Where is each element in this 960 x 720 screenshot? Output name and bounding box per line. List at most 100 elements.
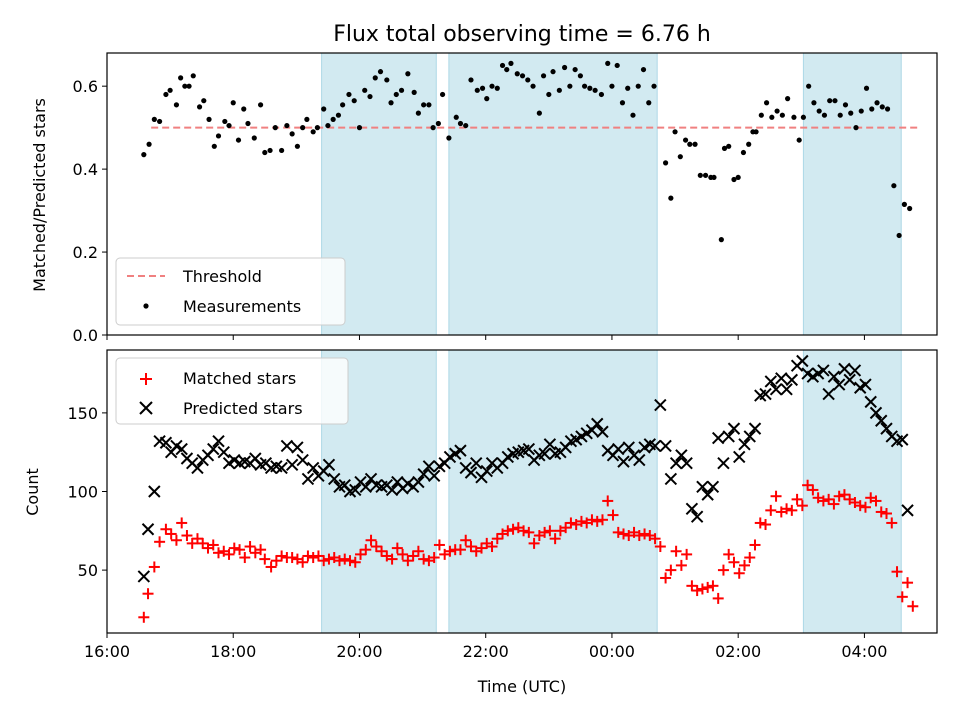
- predicted-point-b: [249, 452, 262, 465]
- measurement-point: [310, 129, 316, 135]
- predicted-point-b: [391, 475, 404, 489]
- measurement-point: [662, 160, 669, 166]
- measurement-point: [494, 85, 500, 91]
- measurement-point: [619, 100, 626, 106]
- measurement-point: [896, 232, 902, 239]
- matched-point: [197, 537, 209, 549]
- predicted-point-b: [422, 460, 436, 473]
- matched-point: [302, 550, 314, 562]
- predicted-point-b: [170, 439, 183, 453]
- matched-point: [886, 517, 898, 529]
- measurement-point: [405, 71, 411, 77]
- matched-point: [297, 556, 309, 568]
- shaded-interval-3: [802, 349, 902, 634]
- measurement-point: [430, 125, 436, 131]
- matched-point: [707, 580, 719, 592]
- shaded-interval-3: [802, 52, 902, 336]
- measurement-point: [753, 129, 759, 135]
- measurement-point: [314, 125, 320, 131]
- predicted-point-b: [817, 364, 830, 377]
- predicted-point-b: [859, 378, 872, 391]
- matched-point: [781, 503, 793, 515]
- matched-point: [491, 533, 503, 545]
- matched-point: [228, 542, 240, 554]
- measurement-point: [262, 149, 268, 156]
- measurement-point: [609, 83, 615, 89]
- matched-point: [612, 526, 624, 538]
- measurement-point: [605, 60, 611, 66]
- measurement-point: [907, 205, 913, 212]
- predicted-point: [349, 483, 362, 497]
- predicted-point-b: [648, 439, 662, 453]
- predicted-point-b: [306, 461, 320, 475]
- predicted-point: [817, 364, 830, 377]
- matched-point: [859, 501, 871, 513]
- matched-point: [355, 548, 367, 560]
- predicted-point-b: [701, 488, 714, 501]
- predicted-point-b: [675, 449, 688, 462]
- measurement-point: [646, 100, 652, 106]
- matched-point: [307, 552, 319, 564]
- measurement-point: [837, 112, 843, 118]
- matched-point: [549, 533, 561, 545]
- measurement-point: [758, 112, 764, 118]
- matched-point: [142, 588, 154, 600]
- predicted-point: [275, 461, 288, 475]
- measurement-point: [251, 135, 257, 141]
- measurement-point: [672, 129, 678, 135]
- matched-point: [523, 526, 535, 538]
- matched-point: [213, 547, 225, 559]
- matched-point: [191, 533, 203, 545]
- x-axis-label: Time (UTC): [477, 677, 566, 696]
- figure-title: Flux total observing time = 6.76 h: [333, 22, 711, 47]
- predicted-point-b: [228, 453, 241, 467]
- matched-legend-label: Matched stars: [183, 369, 296, 388]
- measurement-points: [141, 60, 913, 243]
- matched-point: [391, 542, 403, 554]
- measurement-point: [581, 83, 588, 89]
- predicted-point: [427, 469, 441, 482]
- predicted-point-b: [633, 453, 646, 467]
- measurement-point: [567, 83, 573, 89]
- measurement-point: [156, 118, 163, 125]
- matched-point: [148, 561, 160, 573]
- predicted-point: [322, 458, 336, 471]
- matched-point: [138, 611, 150, 623]
- matched-point: [618, 528, 630, 540]
- measurement-point: [530, 83, 536, 89]
- predicted-point-b: [901, 504, 914, 517]
- matched-point: [665, 564, 677, 576]
- measurement-point: [173, 102, 180, 108]
- measurement-point: [321, 106, 327, 112]
- measurement-point: [346, 91, 352, 98]
- predicted-point-b: [191, 461, 204, 475]
- measurement-point: [848, 110, 854, 116]
- x-tick-label: 20:00: [336, 642, 382, 661]
- measurement-point: [230, 100, 236, 106]
- measurement-point: [635, 83, 641, 89]
- measurement-point: [735, 174, 741, 181]
- predicted-point-b: [664, 472, 678, 486]
- measurement-point: [294, 143, 301, 149]
- predicted-point-b: [159, 436, 173, 449]
- predicted-point: [832, 378, 846, 391]
- measurement-point: [550, 69, 556, 75]
- measurement-point: [499, 62, 506, 69]
- matched-point: [412, 545, 424, 557]
- predicted-point: [664, 472, 678, 486]
- predicted-point-b: [896, 433, 909, 446]
- matched-point: [518, 525, 530, 537]
- measurement-point: [879, 104, 885, 110]
- measurement-point: [687, 141, 693, 147]
- matched-point: [181, 530, 193, 542]
- predicted-point: [722, 430, 735, 443]
- predicted-point-b: [617, 455, 630, 468]
- matched-point: [712, 592, 724, 604]
- predicted-point: [137, 570, 151, 583]
- predicted-point-b: [759, 387, 772, 401]
- measurement-point: [731, 176, 737, 183]
- measurement-point: [178, 75, 184, 81]
- predicted-point-b: [280, 439, 294, 453]
- top-legend-box: [115, 257, 346, 326]
- predicted-point-b: [843, 373, 856, 387]
